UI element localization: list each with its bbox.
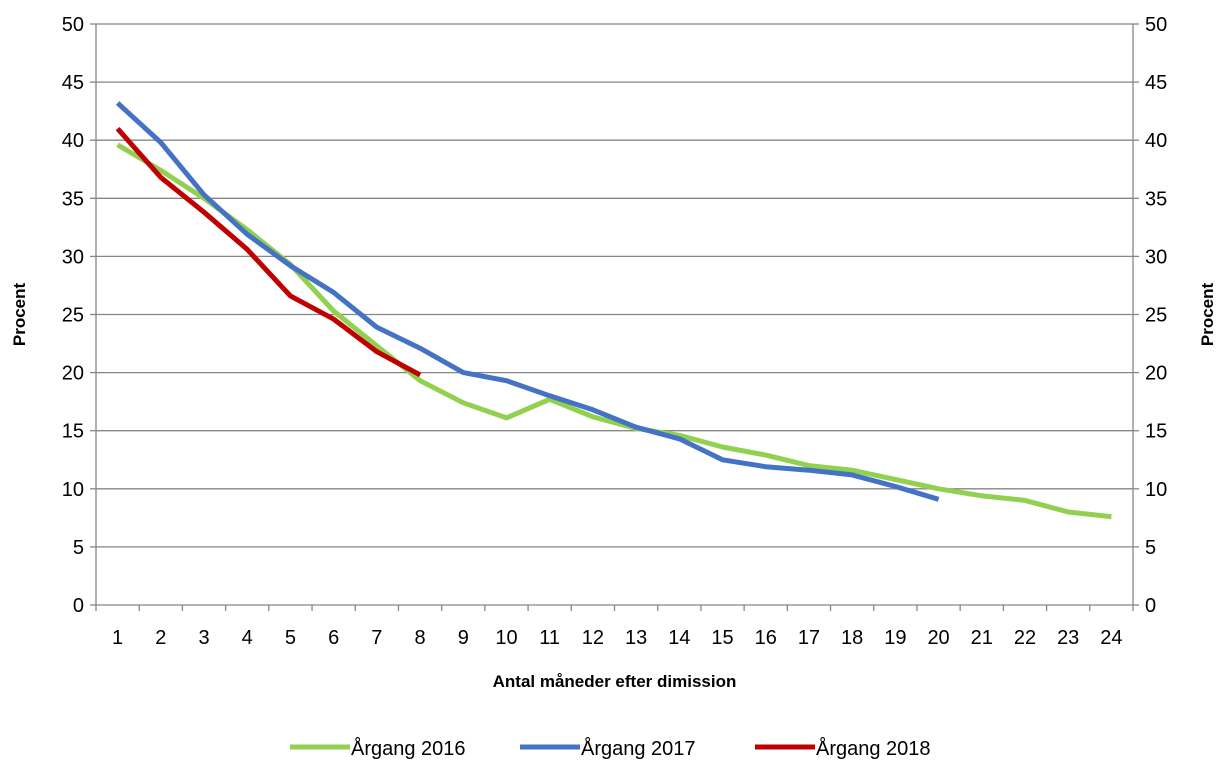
y-tick-label: 15 <box>62 421 84 443</box>
x-tick-label: 5 <box>285 627 296 649</box>
x-tick-label: 20 <box>927 627 949 649</box>
x-tick-label: 18 <box>841 627 863 649</box>
y2-tick-label: 10 <box>1145 479 1167 501</box>
x-tick-label: 15 <box>711 627 733 649</box>
y2-tick-label: 35 <box>1145 188 1167 210</box>
y2-tick-label: 20 <box>1145 363 1167 385</box>
x-tick-label: 22 <box>1014 627 1036 649</box>
y2-tick-label: 40 <box>1145 130 1167 152</box>
x-tick-label: 24 <box>1100 627 1122 649</box>
x-tick-label: 10 <box>495 627 517 649</box>
x-tick-label: 17 <box>798 627 820 649</box>
y-tick-label: 50 <box>62 14 84 36</box>
y2-tick-label: 25 <box>1145 305 1167 327</box>
x-tick-label: 3 <box>198 627 209 649</box>
y-axis-title: Procent <box>10 283 29 347</box>
legend-label: Årgang 2018 <box>816 737 931 760</box>
y-tick-label: 5 <box>73 537 84 559</box>
y2-tick-label: 30 <box>1145 246 1167 268</box>
y-tick-label: 0 <box>73 595 84 617</box>
x-axis-title: Antal måneder efter dimission <box>493 672 737 691</box>
y2-tick-label: 5 <box>1145 537 1156 559</box>
x-tick-label: 13 <box>625 627 647 649</box>
x-tick-label: 12 <box>582 627 604 649</box>
x-tick-label: 2 <box>155 627 166 649</box>
y-tick-label: 30 <box>62 246 84 268</box>
y2-tick-label: 50 <box>1145 14 1167 36</box>
x-tick-label: 1 <box>112 627 123 649</box>
x-tick-label: 14 <box>668 627 690 649</box>
x-tick-label: 8 <box>415 627 426 649</box>
gridlines <box>96 23 1133 548</box>
x-tick-label: 11 <box>539 627 560 649</box>
x-tick-label: 9 <box>458 627 469 649</box>
series-line <box>116 142 1112 520</box>
legend-label: Årgang 2017 <box>581 737 696 760</box>
legend-label: Årgang 2016 <box>351 737 466 760</box>
x-tick-label: 21 <box>971 627 993 649</box>
y2-tick-label: 0 <box>1145 595 1156 617</box>
y-tick-label: 35 <box>62 188 84 210</box>
x-tick-label: 7 <box>371 627 382 649</box>
x-tick-label: 16 <box>755 627 777 649</box>
y-tick-label: 10 <box>62 479 84 501</box>
y-tick-label: 45 <box>62 72 84 94</box>
y-tick-label: 25 <box>62 305 84 327</box>
series-line <box>115 126 422 378</box>
y2-tick-label: 15 <box>1145 421 1167 443</box>
y2-tick-label: 45 <box>1145 72 1167 94</box>
legend: Årgang 2016 Årgang 2017 Årgang 2018 <box>290 737 931 760</box>
x-tick-label: 4 <box>242 627 253 649</box>
x-tick-label: 19 <box>884 627 906 649</box>
y-tick-label: 20 <box>62 363 84 385</box>
series-line <box>115 101 940 502</box>
y-tick-label: 40 <box>62 130 84 152</box>
x-tick-label: 23 <box>1057 627 1079 649</box>
y2-axis-title: Procent <box>1198 283 1217 347</box>
series-lines <box>115 101 1112 520</box>
axes <box>90 23 1139 611</box>
x-tick-label: 6 <box>328 627 339 649</box>
